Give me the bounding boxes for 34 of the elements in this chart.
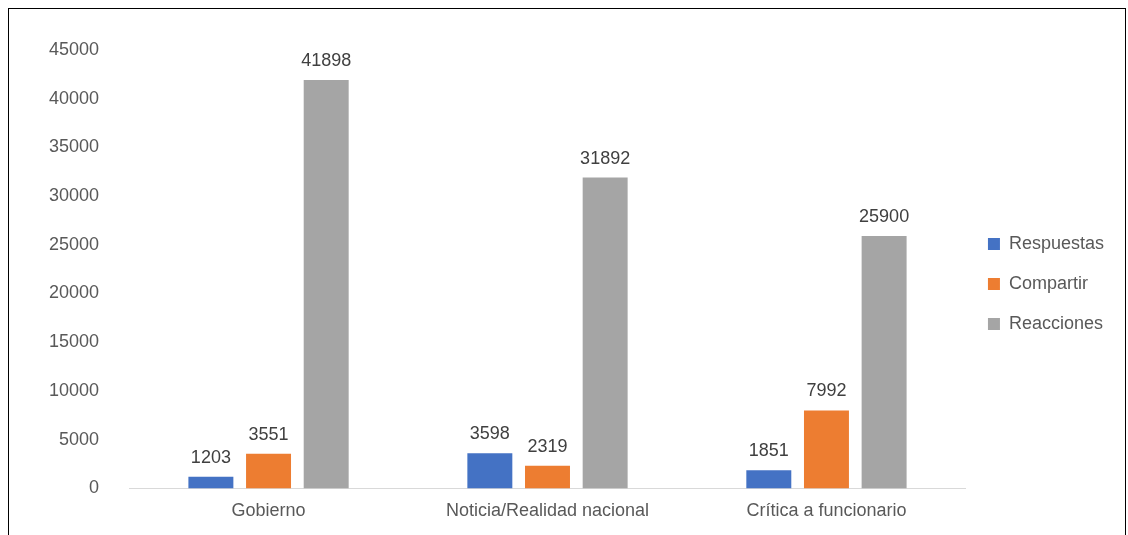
y-tick-label: 10000 bbox=[48, 379, 100, 400]
x-tick-label: Crítica a funcionario bbox=[746, 500, 907, 521]
bar bbox=[803, 410, 849, 489]
bar bbox=[582, 177, 628, 489]
y-tick-label: 45000 bbox=[48, 38, 100, 59]
legend-label: Reacciones bbox=[1008, 312, 1104, 333]
y-tick-label: 15000 bbox=[48, 331, 100, 352]
bar bbox=[525, 465, 570, 489]
bar bbox=[246, 453, 292, 489]
data-label: 2319 bbox=[527, 435, 568, 456]
x-tick-label: Noticia/Realidad nacional bbox=[445, 500, 650, 521]
y-tick-label: 30000 bbox=[48, 184, 100, 205]
y-tick-label: 25000 bbox=[48, 233, 100, 254]
bar bbox=[188, 476, 234, 489]
data-label: 31892 bbox=[580, 147, 631, 168]
y-tick-label: 0 bbox=[89, 477, 100, 498]
y-tick-label: 40000 bbox=[48, 87, 100, 108]
x-tick-label: Gobierno bbox=[231, 500, 306, 521]
bar bbox=[861, 235, 907, 489]
y-tick-label: 35000 bbox=[48, 136, 100, 157]
data-label: 1203 bbox=[190, 446, 231, 467]
y-tick-label: 20000 bbox=[48, 282, 100, 303]
y-tick-label: 5000 bbox=[59, 428, 100, 449]
bar bbox=[467, 453, 513, 489]
data-label: 3598 bbox=[469, 423, 510, 444]
data-label: 1851 bbox=[748, 440, 789, 461]
data-label: 25900 bbox=[859, 205, 910, 226]
bar bbox=[746, 470, 792, 489]
data-label: 7992 bbox=[806, 380, 847, 401]
legend-label: Compartir bbox=[1008, 272, 1088, 293]
bar bbox=[303, 80, 349, 489]
legend-label: Respuestas bbox=[1008, 232, 1105, 253]
data-label: 3551 bbox=[248, 423, 289, 444]
data-label: 41898 bbox=[301, 50, 352, 70]
